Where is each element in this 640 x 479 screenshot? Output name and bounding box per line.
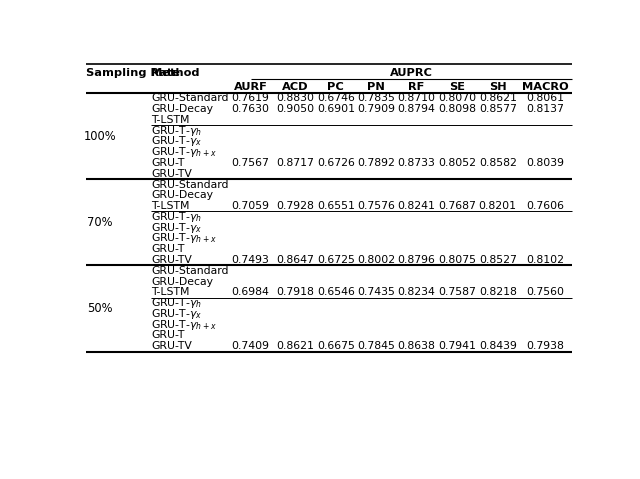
Text: 0.6984: 0.6984 [232,287,269,297]
Text: GRU-T-$\gamma_{h+x}$: GRU-T-$\gamma_{h+x}$ [151,231,217,245]
Text: 0.7619: 0.7619 [232,93,269,103]
Text: 100%: 100% [84,129,116,143]
Text: GRU-TV: GRU-TV [151,255,192,265]
Text: PN: PN [367,82,385,92]
Text: AUPRC: AUPRC [390,68,433,78]
Text: GRU-T-$\gamma_{h+x}$: GRU-T-$\gamma_{h+x}$ [151,145,217,159]
Text: 0.8577: 0.8577 [479,104,516,114]
Text: GRU-T: GRU-T [151,331,185,341]
Text: 0.7892: 0.7892 [357,158,395,168]
Text: 0.8201: 0.8201 [479,201,516,211]
Text: 0.8039: 0.8039 [526,158,564,168]
Text: 0.8137: 0.8137 [526,104,564,114]
Text: GRU-T-$\gamma_h$: GRU-T-$\gamma_h$ [151,296,202,310]
Text: 0.8075: 0.8075 [438,255,476,265]
Text: RF: RF [408,82,424,92]
Text: 0.8070: 0.8070 [438,93,477,103]
Text: 0.8218: 0.8218 [479,287,516,297]
Text: 0.7493: 0.7493 [232,255,269,265]
Text: 0.7918: 0.7918 [276,287,314,297]
Text: 0.8796: 0.8796 [397,255,435,265]
Text: ACD: ACD [282,82,308,92]
Text: GRU-T-$\gamma_x$: GRU-T-$\gamma_x$ [151,135,203,148]
Text: MACRO: MACRO [522,82,568,92]
Text: 0.8002: 0.8002 [357,255,395,265]
Text: 0.8439: 0.8439 [479,341,516,351]
Text: 0.7909: 0.7909 [357,104,395,114]
Text: 0.7560: 0.7560 [526,287,564,297]
Text: 50%: 50% [88,302,113,315]
Text: GRU-TV: GRU-TV [151,341,192,351]
Text: PC: PC [328,82,344,92]
Text: GRU-Decay: GRU-Decay [151,104,213,114]
Text: 0.8621: 0.8621 [276,341,314,351]
Text: 0.7938: 0.7938 [526,341,564,351]
Text: 0.7687: 0.7687 [438,201,476,211]
Text: 0.7059: 0.7059 [232,201,269,211]
Text: 0.7435: 0.7435 [357,287,395,297]
Text: GRU-T-$\gamma_h$: GRU-T-$\gamma_h$ [151,124,202,137]
Text: GRU-Decay: GRU-Decay [151,190,213,200]
Text: 0.8717: 0.8717 [276,158,314,168]
Text: 0.7941: 0.7941 [438,341,476,351]
Text: 0.6546: 0.6546 [317,287,355,297]
Text: GRU-T-$\gamma_{h+x}$: GRU-T-$\gamma_{h+x}$ [151,318,217,331]
Text: T-LSTM: T-LSTM [151,201,190,211]
Text: GRU-T-$\gamma_x$: GRU-T-$\gamma_x$ [151,221,203,235]
Text: 0.7845: 0.7845 [357,341,395,351]
Text: T-LSTM: T-LSTM [151,287,190,297]
Text: 0.6726: 0.6726 [317,158,355,168]
Text: SH: SH [489,82,506,92]
Text: 0.8241: 0.8241 [397,201,435,211]
Text: 0.8234: 0.8234 [397,287,435,297]
Text: Method: Method [151,68,200,78]
Text: 0.8582: 0.8582 [479,158,516,168]
Text: GRU-T-$\gamma_x$: GRU-T-$\gamma_x$ [151,307,203,321]
Text: 0.8830: 0.8830 [276,93,314,103]
Text: Sampling Rate: Sampling Rate [86,68,180,78]
Text: 0.7576: 0.7576 [357,201,395,211]
Text: 0.7587: 0.7587 [438,287,476,297]
Text: 0.6746: 0.6746 [317,93,355,103]
Text: GRU-Standard: GRU-Standard [151,180,229,190]
Text: GRU-Standard: GRU-Standard [151,93,229,103]
Text: 0.7606: 0.7606 [526,201,564,211]
Text: 0.9050: 0.9050 [276,104,314,114]
Text: 0.7567: 0.7567 [232,158,269,168]
Text: GRU-Decay: GRU-Decay [151,276,213,286]
Text: 0.6551: 0.6551 [317,201,355,211]
Text: GRU-Standard: GRU-Standard [151,266,229,276]
Text: 0.6675: 0.6675 [317,341,355,351]
Text: 70%: 70% [88,216,113,229]
Text: GRU-TV: GRU-TV [151,169,192,179]
Text: 0.8638: 0.8638 [397,341,435,351]
Text: 0.7835: 0.7835 [357,93,395,103]
Text: 0.7928: 0.7928 [276,201,314,211]
Text: 0.8102: 0.8102 [526,255,564,265]
Text: 0.8527: 0.8527 [479,255,516,265]
Text: GRU-T: GRU-T [151,158,185,168]
Text: 0.7630: 0.7630 [232,104,269,114]
Text: 0.7409: 0.7409 [232,341,269,351]
Text: T-LSTM: T-LSTM [151,115,190,125]
Text: GRU-T-$\gamma_h$: GRU-T-$\gamma_h$ [151,210,202,224]
Text: AURF: AURF [234,82,268,92]
Text: GRU-T: GRU-T [151,244,185,254]
Text: 0.6725: 0.6725 [317,255,355,265]
Text: 0.6901: 0.6901 [317,104,355,114]
Text: 0.8710: 0.8710 [397,93,435,103]
Text: SE: SE [449,82,465,92]
Text: 0.8733: 0.8733 [397,158,435,168]
Text: 0.8061: 0.8061 [526,93,564,103]
Text: 0.8647: 0.8647 [276,255,314,265]
Text: 0.8621: 0.8621 [479,93,516,103]
Text: 0.8098: 0.8098 [438,104,476,114]
Text: 0.8052: 0.8052 [438,158,476,168]
Text: 0.8794: 0.8794 [397,104,435,114]
